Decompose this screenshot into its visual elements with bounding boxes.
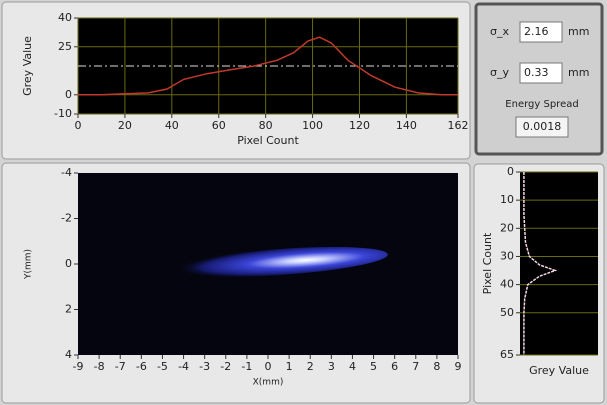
x-tick-label: 20	[118, 119, 132, 132]
y-tick-label: 2	[65, 303, 72, 316]
x-tick-label: -4	[178, 360, 189, 373]
y-tick-label: -2	[61, 212, 72, 225]
y-tick-label: 40	[500, 278, 514, 291]
unit-label: mm	[568, 25, 589, 38]
y-tick-label: 20	[500, 221, 514, 234]
y-tick-label: 0	[65, 257, 72, 270]
x-tick-label: -5	[157, 360, 168, 373]
control-label: Energy Spread	[505, 99, 578, 110]
plot-area	[520, 172, 598, 355]
control-label: σ_y	[490, 66, 509, 79]
x-tick-label: 7	[412, 360, 419, 373]
numeric-field[interactable]	[519, 62, 563, 84]
beam-image	[172, 247, 388, 277]
x-tick-label: -7	[115, 360, 126, 373]
x-tick-label: 4	[349, 360, 356, 373]
y-tick-label: 4	[65, 348, 72, 361]
x-tick-label: -8	[94, 360, 105, 373]
x-tick-label: 120	[349, 119, 370, 132]
y-tick-label: 10	[500, 193, 514, 206]
y-tick-label: -4	[61, 166, 72, 179]
x-tick-label: 60	[212, 119, 226, 132]
x-tick-label: 162	[448, 119, 469, 132]
x-tick-label: -2	[220, 360, 231, 373]
control-value: 2.16	[524, 25, 549, 38]
x-tick-label: 80	[259, 119, 273, 132]
x-tick-label: 9	[455, 360, 462, 373]
x-tick-label: 5	[370, 360, 377, 373]
y-axis-label: Grey Value	[21, 36, 34, 96]
control-value: 0.0018	[523, 120, 562, 133]
x-axis-label: X(mm)	[253, 378, 284, 388]
y-axis-label: Y(mm)	[24, 249, 34, 280]
x-tick-label: 1	[286, 360, 293, 373]
x-tick-label: -1	[241, 360, 252, 373]
indicator-field	[515, 116, 569, 138]
x-tick-label: 0	[75, 119, 82, 132]
y-tick-label: 0	[507, 165, 514, 178]
x-tick-label: 6	[391, 360, 398, 373]
x-tick-label: 3	[328, 360, 335, 373]
x-tick-label: -9	[73, 360, 84, 373]
y-tick-label: 0	[65, 88, 72, 101]
x-tick-label: 2	[307, 360, 314, 373]
numeric-field[interactable]	[519, 21, 563, 43]
x-tick-label: -6	[136, 360, 147, 373]
x-tick-label: 40	[165, 119, 179, 132]
x-tick-label: 100	[302, 119, 323, 132]
x-axis-label: Pixel Count	[237, 134, 299, 147]
y-axis-label: Pixel Count	[481, 232, 494, 294]
profile-line	[78, 36, 458, 96]
y-tick-label: -10	[54, 107, 72, 120]
control-label: σ_x	[490, 25, 509, 38]
y-tick-label: 40	[58, 11, 72, 24]
y-tick-label: 50	[500, 306, 514, 319]
x-tick-label: -3	[199, 360, 210, 373]
y-tick-label: 65	[500, 348, 514, 361]
y-tick-label: 25	[58, 40, 72, 53]
x-tick-label: 140	[396, 119, 417, 132]
control-value: 0.33	[524, 66, 549, 79]
x-tick-label: 8	[433, 360, 440, 373]
x-tick-label: 0	[265, 360, 272, 373]
y-tick-label: 30	[500, 249, 514, 262]
unit-label: mm	[568, 66, 589, 79]
x-axis-label: Grey Value	[529, 364, 589, 377]
profile-line	[523, 172, 558, 355]
